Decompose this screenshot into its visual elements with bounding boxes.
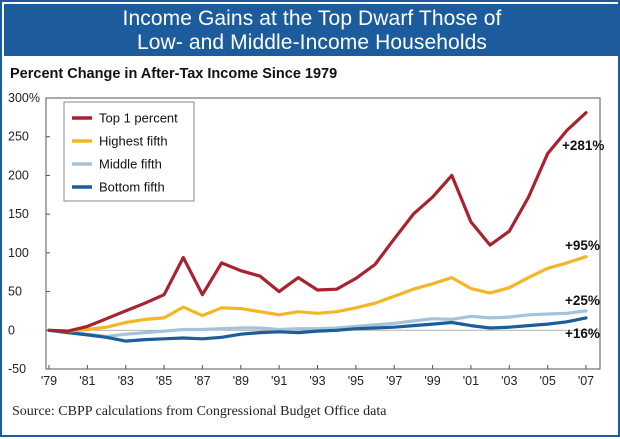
x-tick-label: '79 bbox=[41, 374, 57, 388]
y-tick-label: 50 bbox=[8, 285, 22, 299]
x-tick-label: '89 bbox=[233, 374, 249, 388]
x-tick-label: '93 bbox=[309, 374, 325, 388]
series-line-top1 bbox=[47, 111, 588, 333]
series-line-highest bbox=[47, 255, 588, 333]
x-tick-label: '01 bbox=[463, 374, 479, 388]
title-banner: Income Gains at the Top Dwarf Those of L… bbox=[4, 4, 620, 56]
chart-subtitle: Percent Change in After-Tax Income Since… bbox=[10, 66, 338, 82]
y-tick-label: 300% bbox=[8, 91, 40, 105]
x-tick-label: '03 bbox=[501, 374, 517, 388]
y-tick-label: -50 bbox=[8, 362, 26, 376]
legend-label-top1: Top 1 percent bbox=[99, 111, 178, 126]
end-label-bottom: +16% bbox=[565, 326, 600, 341]
legend-label-bottom: Bottom fifth bbox=[99, 180, 165, 195]
y-tick-label: 150 bbox=[8, 207, 29, 221]
title-line-2: Low- and Middle-Income Households bbox=[137, 31, 487, 54]
y-tick-label: 200 bbox=[8, 168, 29, 182]
y-tick-label: 0 bbox=[8, 323, 15, 337]
x-tick-label: '05 bbox=[539, 374, 555, 388]
plot-border bbox=[45, 97, 601, 370]
series-line-middle bbox=[47, 309, 588, 339]
end-label-highest: +95% bbox=[565, 238, 600, 253]
x-tick-label: '07 bbox=[578, 374, 594, 388]
title-line-1: Income Gains at the Top Dwarf Those of bbox=[122, 7, 502, 30]
end-label-top1: +281% bbox=[562, 138, 604, 153]
y-tick-label: 100 bbox=[8, 246, 29, 260]
x-tick-label: '81 bbox=[79, 374, 95, 388]
x-tick-label: '83 bbox=[118, 374, 134, 388]
series-line-bottom bbox=[47, 316, 588, 343]
x-tick-label: '87 bbox=[194, 374, 210, 388]
end-label-middle: +25% bbox=[565, 293, 600, 308]
source-note: Source: CBPP calculations from Congressi… bbox=[12, 404, 387, 419]
x-tick-label: '85 bbox=[156, 374, 172, 388]
x-tick-label: '99 bbox=[424, 374, 440, 388]
x-tick-label: '91 bbox=[271, 374, 287, 388]
legend-label-middle: Middle fifth bbox=[99, 157, 162, 172]
y-tick-label: 250 bbox=[8, 130, 29, 144]
x-tick-label: '95 bbox=[348, 374, 364, 388]
x-tick-label: '97 bbox=[386, 374, 402, 388]
legend-label-highest: Highest fifth bbox=[99, 134, 168, 149]
